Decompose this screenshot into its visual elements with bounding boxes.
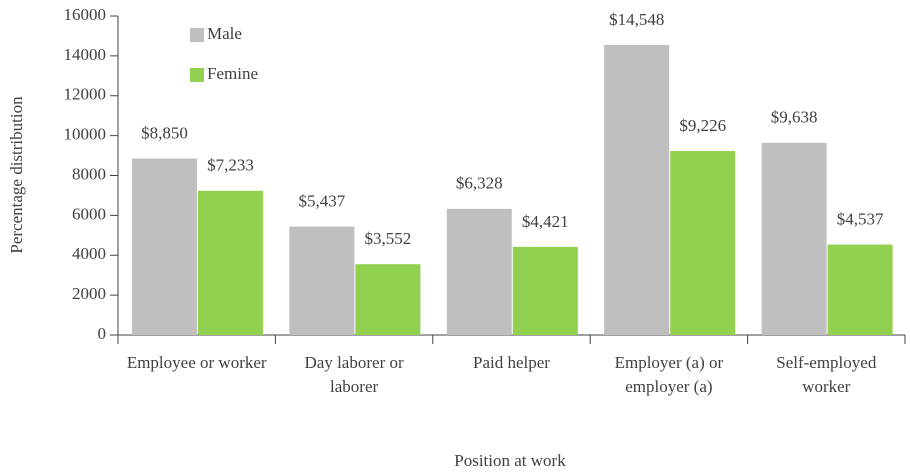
y-tick-label: 4000 — [72, 244, 106, 263]
value-label: $9,226 — [679, 116, 726, 135]
x-tick-label: Day laborer or laborer — [304, 353, 404, 396]
x-tick-label-box: Day laborer or laborer — [304, 353, 404, 396]
value-label: $8,850 — [141, 123, 188, 142]
value-label: $3,552 — [365, 229, 412, 248]
legend-label: Male — [207, 24, 242, 43]
legend-swatch — [190, 68, 204, 82]
bar — [827, 244, 893, 335]
value-label: $4,537 — [837, 209, 884, 228]
x-tick-label: Employer (a) or employer (a) — [614, 353, 724, 396]
value-label: $7,233 — [207, 156, 254, 175]
y-tick-label: 12000 — [64, 85, 107, 104]
y-tick-label: 10000 — [64, 125, 107, 144]
y-tick-label: 14000 — [64, 45, 107, 64]
y-tick-label: 0 — [98, 324, 107, 343]
bar — [670, 151, 736, 335]
legend-label: Femine — [207, 64, 258, 83]
y-axis-title: Percentage distribution — [7, 96, 26, 254]
x-tick-label-box: Employer (a) or employer (a) — [614, 353, 724, 396]
value-label: $14,548 — [609, 10, 664, 29]
x-tick-label: Paid helper — [473, 353, 550, 372]
bar — [198, 190, 263, 335]
y-tick-label: 8000 — [72, 164, 106, 183]
value-label: $6,328 — [456, 174, 503, 193]
bar — [289, 226, 355, 335]
x-tick-label-box: Employee or worker — [126, 353, 267, 372]
x-tick-label-box: Paid helper — [473, 353, 550, 372]
value-label: $4,421 — [522, 212, 569, 231]
bar — [604, 44, 670, 335]
y-tick-label: 16000 — [64, 5, 107, 24]
x-tick-label: Employee or worker — [126, 353, 267, 372]
bar — [355, 264, 421, 335]
x-tick-label: Self-employed worker — [776, 353, 877, 396]
bar — [761, 142, 827, 335]
y-tick-label: 6000 — [72, 204, 106, 223]
bar — [512, 246, 578, 335]
x-tick-label-box: Self-employed worker — [776, 353, 877, 396]
bar — [446, 208, 512, 335]
bar — [132, 158, 197, 335]
legend-swatch — [190, 28, 204, 42]
value-label: $9,638 — [771, 108, 818, 127]
y-tick-label: 2000 — [72, 284, 106, 303]
value-label: $5,437 — [299, 192, 346, 211]
x-axis-title: Position at work — [454, 451, 566, 470]
